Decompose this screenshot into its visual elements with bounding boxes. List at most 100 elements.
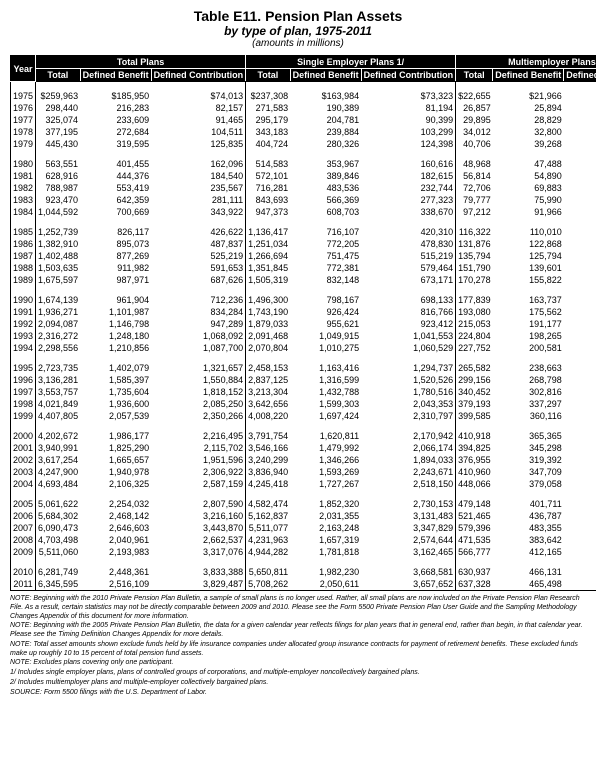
cell-value: 224,804 xyxy=(456,330,493,342)
cell-value: 436,787 xyxy=(493,510,564,522)
cell-value: 1,041,553 xyxy=(361,330,456,342)
footnote: NOTE: Excludes plans covering only one p… xyxy=(10,659,586,668)
cell-value: 131,876 xyxy=(456,238,493,250)
cell-value: 412,165 xyxy=(493,546,564,558)
col-multi-dc: Defined Contribution xyxy=(564,69,596,82)
table-row: 20004,202,6721,986,1772,216,4953,791,754… xyxy=(11,430,596,442)
table-row: 20034,247,9001,940,9782,306,9223,836,940… xyxy=(11,466,596,478)
cell-value: 579,464 xyxy=(361,262,456,274)
cell-value: 5,708,262 xyxy=(246,578,291,591)
cell-year: 1987 xyxy=(11,250,36,262)
table-row: 19952,723,7351,402,0791,321,6572,458,153… xyxy=(11,362,596,374)
cell-value: 483,355 xyxy=(493,522,564,534)
cell-value: 184,540 xyxy=(151,170,246,182)
footnote: 1/ Includes single employer plans, plans… xyxy=(10,669,586,678)
cell-value: 87,893 xyxy=(564,534,596,546)
cell-value: 3,617,254 xyxy=(36,454,81,466)
cell-value: 521,465 xyxy=(456,510,493,522)
cell-value: 2,316,272 xyxy=(36,330,81,342)
cell-value: 947,373 xyxy=(246,206,291,218)
cell-value: 49,527 xyxy=(564,442,596,454)
cell-value: 151,790 xyxy=(456,262,493,274)
cell-year: 2011 xyxy=(11,578,36,591)
cell-value: 2,516,109 xyxy=(80,578,151,591)
cell-value: 448,066 xyxy=(456,478,493,490)
cell-value: 353,967 xyxy=(290,158,361,170)
cell-value: 911,982 xyxy=(80,262,151,274)
col-total-dc: Defined Contribution xyxy=(151,69,246,82)
cell-value: 3,642,656 xyxy=(246,398,291,410)
cell-value: 5,061,622 xyxy=(36,498,81,510)
cell-year: 1988 xyxy=(11,262,36,274)
cell-value: 4,944,282 xyxy=(246,546,291,558)
cell-value: $21,966 xyxy=(493,90,564,102)
cell-value: 426,622 xyxy=(151,226,246,238)
cell-value: $22,655 xyxy=(456,90,493,102)
cell-year: 1976 xyxy=(11,102,36,114)
table-row: 20044,693,4842,106,3252,587,1594,245,418… xyxy=(11,478,596,490)
cell-value: 444,376 xyxy=(80,170,151,182)
cell-value: 2,070,804 xyxy=(246,342,291,354)
cell-value: 34,012 xyxy=(456,126,493,138)
cell-value: 4,582,474 xyxy=(246,498,291,510)
table-row: 1982788,987553,419235,567716,281483,5362… xyxy=(11,182,596,194)
table-row: 19881,503,635911,982591,6531,351,845772,… xyxy=(11,262,596,274)
cell-value: 4,008,220 xyxy=(246,410,291,422)
cell-value: 2,043,353 xyxy=(361,398,456,410)
cell-value: 637,328 xyxy=(456,578,493,591)
colgroup-multi: Multiemployer Plans 2/ xyxy=(456,56,596,69)
cell-year: 1996 xyxy=(11,374,36,386)
cell-value: 10,000 xyxy=(564,250,596,262)
cell-value: 961,904 xyxy=(80,294,151,306)
cell-year: 2003 xyxy=(11,466,36,478)
cell-value: 1,550,884 xyxy=(151,374,246,386)
cell-value: 377,195 xyxy=(36,126,81,138)
cell-value: 6,312 xyxy=(564,226,596,238)
cell-value: 1,674,139 xyxy=(36,294,81,306)
cell-year: 1977 xyxy=(11,114,36,126)
table-row: 19932,316,2721,248,1801,068,0922,091,468… xyxy=(11,330,596,342)
cell-value: 877,269 xyxy=(80,250,151,262)
cell-value: 90,399 xyxy=(361,114,456,126)
cell-value: $74,013 xyxy=(151,90,246,102)
cell-value: 3,443,870 xyxy=(151,522,246,534)
cell-value: 340,452 xyxy=(456,386,493,398)
cell-value: 1,936,271 xyxy=(36,306,81,318)
cell-value: 579,396 xyxy=(456,522,493,534)
cell-value: 125,794 xyxy=(493,250,564,262)
table-row: 19973,553,7571,735,6041,818,1523,213,304… xyxy=(11,386,596,398)
cell-value: 3,940,991 xyxy=(36,442,81,454)
cell-value: 1,818,152 xyxy=(151,386,246,398)
cell-value: 2,163,248 xyxy=(290,522,361,534)
cell-value: 1,496,300 xyxy=(246,294,291,306)
cell-value: 2,298,556 xyxy=(36,342,81,354)
cell-value: 895,073 xyxy=(80,238,151,250)
cell-value: 37,636 xyxy=(564,386,596,398)
cell-value: 947,289 xyxy=(151,318,246,330)
cell-value: 3,553,757 xyxy=(36,386,81,398)
cell-value: 14,102 xyxy=(564,294,596,306)
cell-value: 124,398 xyxy=(361,138,456,150)
cell-value: 3,788 xyxy=(564,194,596,206)
cell-value: 17,518 xyxy=(564,306,596,318)
cell-value: 2,518,150 xyxy=(361,478,456,490)
cell-value: 404,724 xyxy=(246,138,291,150)
table-row: 1978377,195272,684104,511343,183239,8841… xyxy=(11,126,596,138)
cell-value: 2,085,250 xyxy=(151,398,246,410)
cell-value: 25,894 xyxy=(493,102,564,114)
cell-value: 1,049,915 xyxy=(290,330,361,342)
cell-value: 1,351,845 xyxy=(246,262,291,274)
cell-value: 553,419 xyxy=(80,182,151,194)
cell-value: 566,777 xyxy=(456,546,493,558)
table-row: 1983923,470642,359281,111843,693566,3692… xyxy=(11,194,596,206)
cell-value: 2,730,153 xyxy=(361,498,456,510)
cell-value: 3,216,160 xyxy=(151,510,246,522)
cell-value: 955,621 xyxy=(290,318,361,330)
table-row: 20076,090,4732,646,6033,443,8705,511,077… xyxy=(11,522,596,534)
cell-year: 1993 xyxy=(11,330,36,342)
cell-value: 325,074 xyxy=(36,114,81,126)
table-row: 19963,136,2811,585,3971,550,8842,837,125… xyxy=(11,374,596,386)
cell-value: 1,346,266 xyxy=(290,454,361,466)
cell-value: 591,653 xyxy=(151,262,246,274)
cell-value: 4,021,849 xyxy=(36,398,81,410)
